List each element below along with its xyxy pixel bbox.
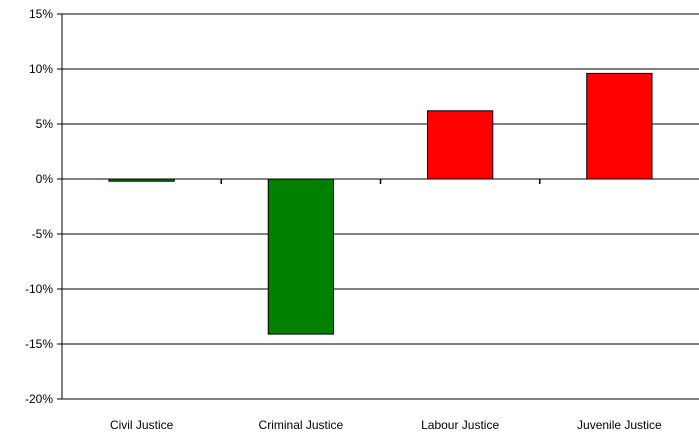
y-tick-label: -10% xyxy=(25,282,53,296)
bar-labour-justice xyxy=(426,110,494,180)
y-tick-labels: 15% 10% 5% 0% -5% -10% -15% -20% xyxy=(25,7,53,406)
y-tick-label: 15% xyxy=(29,7,53,21)
x-tick-label: Labour Justice xyxy=(421,418,499,432)
axes xyxy=(57,13,699,400)
x-tick-labels: Civil Justice Criminal Justice Labour Just… xyxy=(110,418,662,432)
y-tick-label: -20% xyxy=(25,392,53,406)
x-tick-label: Juvenile Justice xyxy=(577,418,662,432)
bar-juvenile-justice xyxy=(586,72,653,180)
bar-civil-justice xyxy=(108,178,175,182)
x-tick-label: Civil Justice xyxy=(110,418,174,432)
y-tick-label: 5% xyxy=(36,117,54,131)
bars xyxy=(108,72,653,335)
y-tick-label: 0% xyxy=(36,172,54,186)
y-tick-label: -5% xyxy=(32,227,54,241)
y-tick-label: 10% xyxy=(29,62,53,76)
y-tick-label: -15% xyxy=(25,337,53,351)
bar-criminal-justice xyxy=(267,178,335,335)
x-tick-label: Criminal Justice xyxy=(259,418,344,432)
